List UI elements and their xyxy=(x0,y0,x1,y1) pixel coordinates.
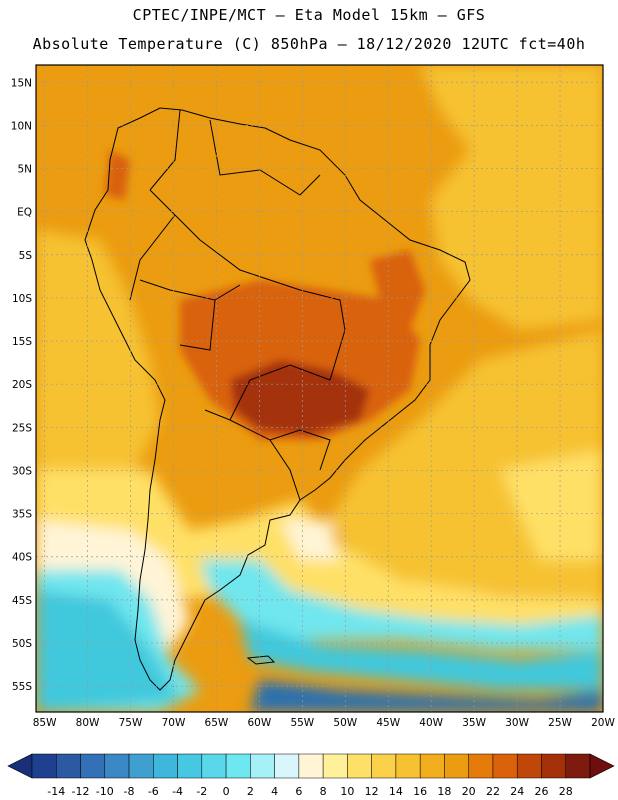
lon-tick-label: 35W xyxy=(462,717,486,729)
colorbar-cell xyxy=(565,753,591,779)
lat-tick-label: 15S xyxy=(12,336,32,348)
colorbar-label: 16 xyxy=(413,785,427,798)
colorbar: -14 -12 -10 -8 -6 -4 -2 0 2 4 6 8 10 12 14 16 18 20 22 24 26… xyxy=(7,753,615,798)
temperature-field xyxy=(36,65,603,712)
colorbar-cell xyxy=(322,753,348,779)
colorbar-label: 20 xyxy=(462,785,476,798)
lon-tick-label: 50W xyxy=(333,717,357,729)
colorbar-label: 24 xyxy=(510,785,524,798)
colorbar-label: -14 xyxy=(47,785,65,798)
country-borders xyxy=(129,109,346,501)
lat-tick-label: 10S xyxy=(12,293,32,305)
lat-tick-label: 10N xyxy=(11,120,32,132)
title-line-2: Absolute Temperature (C) 850hPa – 18/12/… xyxy=(32,35,586,53)
colorbar-label: 10 xyxy=(340,785,354,798)
coastline-group xyxy=(84,107,471,691)
field-neutral xyxy=(36,520,340,650)
colorbar-label: -10 xyxy=(96,785,114,798)
field-mild-east xyxy=(500,450,603,560)
falklands xyxy=(246,655,276,665)
colorbar-cell xyxy=(395,753,421,779)
colorbar-label: 22 xyxy=(486,785,500,798)
colorbar-label: 28 xyxy=(559,785,573,798)
colorbar-cell xyxy=(153,753,178,779)
lon-tick-label: 30W xyxy=(505,717,529,729)
colorbar-label: 12 xyxy=(365,785,379,798)
colorbar-cell xyxy=(225,753,251,779)
field-deep-ocean xyxy=(250,680,603,712)
colorbar-cell xyxy=(274,753,300,779)
colorbar-label: -6 xyxy=(148,785,159,798)
colorbar-under-arrow xyxy=(7,753,33,779)
colorbar-label: -4 xyxy=(172,785,183,798)
colorbar-label: -8 xyxy=(124,785,135,798)
map-frame xyxy=(35,64,604,713)
lat-tick-label: EQ xyxy=(17,207,32,219)
colorbar-cell xyxy=(492,753,518,779)
lat-tick-label: 20S xyxy=(12,379,32,391)
field-cold xyxy=(36,590,603,712)
colorbar-cell xyxy=(177,753,203,779)
lon-tick-label: 75W xyxy=(119,717,143,729)
lat-tick-label: 5S xyxy=(19,250,33,262)
south-america-coastline xyxy=(84,107,471,691)
colorbar-label: -2 xyxy=(196,785,207,798)
field-hotter-northeast xyxy=(370,250,425,330)
lon-tick-label: 20W xyxy=(591,717,615,729)
lon-tick-label: 55W xyxy=(290,717,314,729)
colorbar-label: -12 xyxy=(72,785,90,798)
lon-tick-label: 80W xyxy=(76,717,100,729)
lat-tick-label: 40S xyxy=(12,552,32,564)
colorbar-cell xyxy=(419,753,445,779)
axis-labels: 15N 10N 5N EQ 5S 10S 15S 20S 25S 30S 35S 40S 45S 50S 5… xyxy=(11,77,616,729)
field-warm-pacific xyxy=(36,230,160,480)
lon-tick-label: 40W xyxy=(419,717,443,729)
colorbar-label: 26 xyxy=(534,785,548,798)
lon-tick-label: 65W xyxy=(205,717,229,729)
colorbar-cell xyxy=(298,753,324,779)
colorbar-label: 4 xyxy=(271,785,278,798)
lat-tick-label: 15N xyxy=(11,77,32,89)
colorbar-label: 6 xyxy=(295,785,302,798)
colorbar-cell xyxy=(128,753,154,779)
colorbar-label: 0 xyxy=(223,785,230,798)
colorbar-label: 14 xyxy=(389,785,403,798)
colorbar-cell xyxy=(347,753,372,779)
lat-tick-label: 55S xyxy=(12,681,32,693)
colorbar-cell xyxy=(468,753,494,779)
colorbar-cell xyxy=(56,753,81,779)
colorbar-label: 18 xyxy=(437,785,451,798)
lon-tick-label: 70W xyxy=(162,717,186,729)
colorbar-cell xyxy=(516,753,542,779)
lon-tick-label: 60W xyxy=(247,717,271,729)
field-hotter-andes xyxy=(105,150,130,200)
lat-tick-label: 45S xyxy=(12,595,32,607)
field-cool xyxy=(36,560,603,712)
colorbar-cell xyxy=(250,753,275,779)
colorbar-cell xyxy=(541,753,566,779)
lat-tick-label: 30S xyxy=(12,465,32,477)
lat-tick-label: 25S xyxy=(12,422,32,434)
lat-tick-label: 35S xyxy=(12,509,32,521)
field-hottest-core xyxy=(230,360,370,435)
colorbar-label: 8 xyxy=(320,785,327,798)
colorbar-cell xyxy=(80,753,106,779)
colorbar-over-arrow xyxy=(589,753,615,779)
lat-tick-label: 50S xyxy=(12,638,32,650)
colorbar-cell xyxy=(31,753,57,779)
lon-tick-label: 85W xyxy=(33,717,57,729)
title-line-1: CPTEC/INPE/MCT – Eta Model 15km – GFS xyxy=(132,6,486,24)
colorbar-cell xyxy=(371,753,397,779)
colorbar-cell xyxy=(201,753,227,779)
colorbar-cell xyxy=(444,753,469,779)
lon-tick-label: 45W xyxy=(376,717,400,729)
lon-tick-label: 25W xyxy=(548,717,572,729)
colorbar-cell xyxy=(104,753,130,779)
lat-tick-label: 5N xyxy=(17,164,32,176)
colorbar-label: 2 xyxy=(247,785,254,798)
